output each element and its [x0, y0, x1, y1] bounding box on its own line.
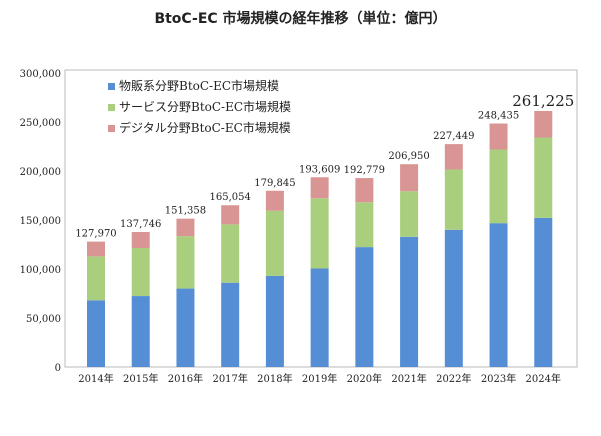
bar-segment — [176, 236, 195, 289]
y-tick-label: 300,000 — [20, 69, 61, 80]
bar-segment — [534, 110, 553, 138]
legend-swatch — [108, 104, 115, 111]
bar-segment — [444, 229, 463, 367]
total-label: 127,970 — [75, 229, 116, 240]
x-tick-label: 2020年 — [347, 372, 382, 385]
bar-segment — [131, 248, 150, 297]
bar-segment — [310, 268, 329, 367]
x-tick-label: 2019年 — [302, 372, 337, 385]
bar-segment — [400, 191, 419, 237]
bar-segment — [534, 137, 553, 218]
chart-title: BtoC-EC 市場規模の経年推移（単位：億円） — [154, 11, 447, 27]
bar-segment — [489, 223, 508, 367]
x-tick-label: 2016年 — [168, 372, 203, 385]
bar-segment — [310, 198, 329, 269]
bar-segment — [310, 177, 329, 199]
bar-segment — [444, 169, 463, 230]
bar-segment — [87, 300, 105, 367]
y-tick-label: 150,000 — [20, 216, 61, 227]
legend-label: サービス分野BtoC-EC市場規模 — [119, 99, 291, 114]
total-label: 206,950 — [388, 151, 429, 162]
y-tick-label: 0 — [55, 363, 61, 374]
bar-segment — [265, 275, 284, 367]
x-tick-label: 2024年 — [526, 372, 561, 385]
total-label: 193,609 — [299, 164, 340, 175]
bar-segment — [489, 123, 508, 150]
bar-segment — [355, 178, 374, 203]
bar-segment — [265, 190, 284, 211]
bar-segment — [131, 296, 150, 367]
x-tick-label: 2021年 — [391, 372, 426, 385]
total-label: 261,225 — [512, 92, 574, 110]
bar-segment — [355, 202, 374, 248]
y-tick-label: 250,000 — [20, 118, 61, 129]
legend-label: デジタル分野BtoC-EC市場規模 — [119, 120, 291, 135]
total-label: 151,358 — [165, 206, 206, 217]
bar-segment — [400, 236, 419, 367]
bar-segment — [176, 218, 195, 237]
bar-segment — [221, 282, 240, 367]
total-label: 165,054 — [210, 192, 251, 203]
total-label: 248,435 — [478, 111, 519, 122]
bar-segment — [400, 164, 419, 192]
bar-segment — [221, 224, 240, 283]
legend-swatch — [108, 125, 115, 132]
bar-segment — [534, 217, 553, 367]
x-tick-label: 2018年 — [257, 372, 292, 385]
total-label: 227,449 — [433, 131, 474, 142]
bar-segment — [355, 247, 374, 367]
bar-segment — [265, 210, 284, 276]
x-tick-label: 2022年 — [436, 372, 471, 385]
bar-segment — [489, 149, 508, 224]
y-tick-label: 50,000 — [26, 314, 61, 325]
x-tick-label: 2014年 — [78, 372, 113, 385]
bar-segment — [87, 241, 105, 257]
bar-segment — [131, 232, 150, 249]
y-tick-label: 100,000 — [20, 265, 61, 276]
legend-label: 物販系分野BtoC-EC市場規模 — [119, 78, 279, 93]
x-tick-label: 2017年 — [212, 372, 247, 385]
x-tick-label: 2023年 — [481, 372, 516, 385]
bar-segment — [444, 144, 463, 170]
total-label: 192,779 — [344, 165, 385, 176]
total-label: 137,746 — [120, 219, 161, 230]
bar-segment — [176, 288, 195, 367]
total-label: 179,845 — [254, 178, 295, 189]
y-tick-label: 200,000 — [20, 167, 61, 178]
bar-segment — [221, 205, 240, 225]
bar-segment — [87, 256, 105, 301]
x-tick-label: 2015年 — [123, 372, 158, 385]
legend-swatch — [108, 83, 115, 90]
